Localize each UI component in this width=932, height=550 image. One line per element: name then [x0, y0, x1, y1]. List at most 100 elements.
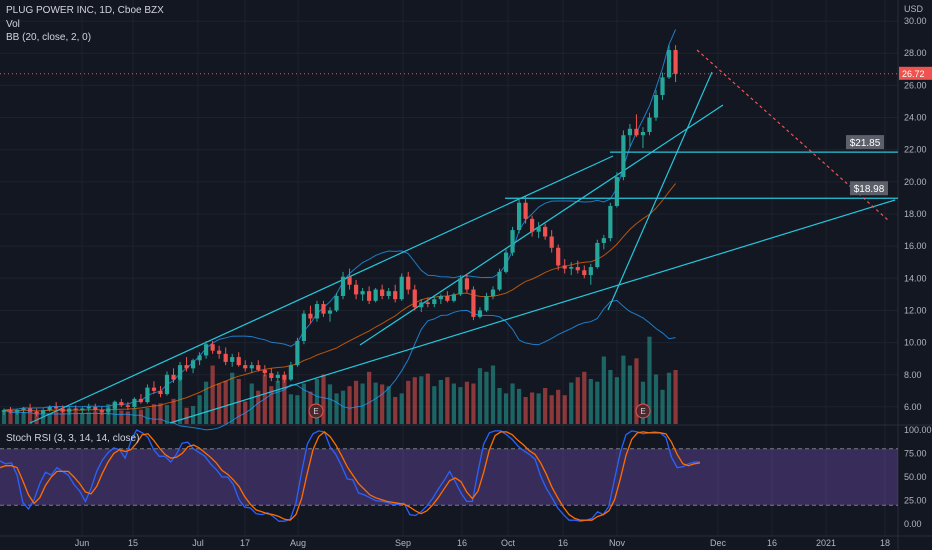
- volume-bar-19: [125, 411, 130, 424]
- candle-body-29: [190, 360, 196, 369]
- candle-body-77: [503, 252, 509, 272]
- candle-body-93: [608, 205, 613, 239]
- stoch-rsi-lines: [0, 429, 701, 522]
- time-axis: Jun 15 Jul 17 Aug Sep 16 Oct 16 Nov Dec 16 2021 18: [0, 535, 932, 548]
- candle-body-60: [393, 291, 398, 300]
- volume-bar-56: [367, 371, 372, 424]
- time-tick-8: 16: [558, 538, 568, 548]
- candle-body-20: [132, 398, 137, 407]
- candle-body-52: [340, 276, 346, 296]
- candle-body-96: [627, 128, 633, 136]
- candle-body-32: [210, 344, 215, 351]
- volume-bar-45: [295, 395, 300, 424]
- candle-body-41: [269, 373, 274, 378]
- volume-bar-72: [471, 383, 476, 424]
- candle-body-11: [73, 408, 78, 411]
- price-tick-5: 20.00: [904, 177, 927, 187]
- trendline-2: [607, 71, 713, 311]
- bb-legend[interactable]: BB (20, close, 2, 0): [6, 32, 92, 43]
- candle-body-54: [353, 284, 359, 295]
- rsi-tick-0: 100.00: [904, 425, 932, 435]
- time-tick-9: Nov: [609, 538, 626, 548]
- candle-body-95: [621, 135, 626, 178]
- volume-bar-81: [530, 392, 535, 424]
- stoch-d-line: [0, 431, 701, 521]
- time-tick-10: Dec: [710, 538, 727, 548]
- candle-body-98: [640, 132, 646, 136]
- volume-bar-70: [458, 387, 463, 424]
- candle-body-43: [282, 374, 287, 380]
- volume-bar-100: [653, 374, 659, 424]
- volume-bar-85: [556, 389, 561, 424]
- candle-body-4: [27, 408, 33, 412]
- volume-bar-73: [477, 368, 483, 424]
- volume-bar-23: [151, 404, 157, 424]
- candle-body-63: [412, 289, 417, 308]
- volume-bar-49: [321, 374, 326, 424]
- volume-bar-14: [93, 411, 98, 424]
- candle-body-76: [497, 271, 502, 290]
- candle-body-71: [464, 278, 470, 290]
- price-axis: 30.00 28.00 26.00 24.00 22.00 20.00 18.00 16.00…: [904, 4, 927, 412]
- volume-bar-58: [380, 384, 385, 424]
- volume-bar-54: [353, 380, 359, 424]
- volume-bar-7: [47, 413, 52, 424]
- volume-bar-25: [164, 405, 170, 424]
- candle-body-94: [614, 177, 619, 206]
- volume-bar-8: [54, 411, 59, 424]
- candle-body-57: [373, 289, 378, 301]
- time-tick-6: 16: [457, 538, 467, 548]
- volume-bar-87: [569, 382, 574, 424]
- bb-lower: [3, 299, 676, 431]
- candle-body-15: [99, 410, 104, 412]
- candle-body-97: [634, 128, 639, 136]
- volume-bar-63: [412, 377, 417, 424]
- symbol-legend[interactable]: PLUG POWER INC, 1D, Cboe BZX: [6, 5, 164, 16]
- vol-legend[interactable]: Vol: [6, 19, 20, 30]
- candle-body-17: [112, 402, 117, 409]
- price-label-bg-0: [846, 135, 884, 150]
- candle-body-86: [562, 265, 567, 269]
- candle-body-27: [177, 365, 183, 380]
- volume-bar-53: [347, 386, 352, 424]
- volume-bar-61: [399, 393, 404, 424]
- price-labels: $21.85 $18.98 26.72: [846, 66, 932, 196]
- candle-body-101: [660, 77, 665, 96]
- trendlines: [0, 49, 898, 424]
- candle-body-50: [327, 310, 333, 314]
- candle-body-65: [425, 302, 430, 305]
- candle-body-3: [21, 408, 26, 411]
- volume-bar-66: [432, 386, 437, 424]
- candle-body-82: [536, 226, 541, 232]
- volume-bar-27: [177, 370, 183, 424]
- volume-bar-11: [73, 411, 78, 424]
- volume-bar-51: [334, 393, 339, 424]
- candle-body-84: [549, 236, 554, 248]
- price-tick-7: 16.00: [904, 241, 927, 251]
- rsi-tick-4: 0.00: [904, 519, 922, 529]
- time-tick-4: Aug: [290, 538, 306, 548]
- last-price-badge: [899, 66, 932, 80]
- volume-bar-99: [647, 336, 652, 424]
- rsi-legend[interactable]: Stoch RSI (3, 3, 14, 14, close): [6, 433, 140, 444]
- volume-bar-24: [158, 403, 163, 424]
- volume-bar-76: [497, 388, 502, 424]
- candle-body-24: [158, 390, 163, 395]
- rsi-band-fill: [0, 448, 898, 506]
- volume-bar-98: [640, 381, 646, 424]
- price-tick-4: 22.00: [904, 145, 927, 155]
- candle-body-64: [419, 302, 424, 308]
- candle-body-26: [171, 374, 176, 380]
- volume-bar-6: [41, 412, 46, 424]
- candle-body-35: [230, 357, 235, 362]
- candle-body-2: [14, 410, 20, 412]
- volume-bar-3: [21, 412, 26, 424]
- volume-bar-89: [582, 371, 587, 424]
- volume-bar-57: [373, 382, 378, 424]
- volume-bar-84: [549, 395, 554, 424]
- volume-bar-60: [393, 397, 398, 424]
- price-tick-2: 26.00: [904, 80, 927, 90]
- candle-body-36: [236, 357, 241, 366]
- currency-label: USD: [904, 4, 924, 14]
- volume-bar-15: [99, 410, 104, 424]
